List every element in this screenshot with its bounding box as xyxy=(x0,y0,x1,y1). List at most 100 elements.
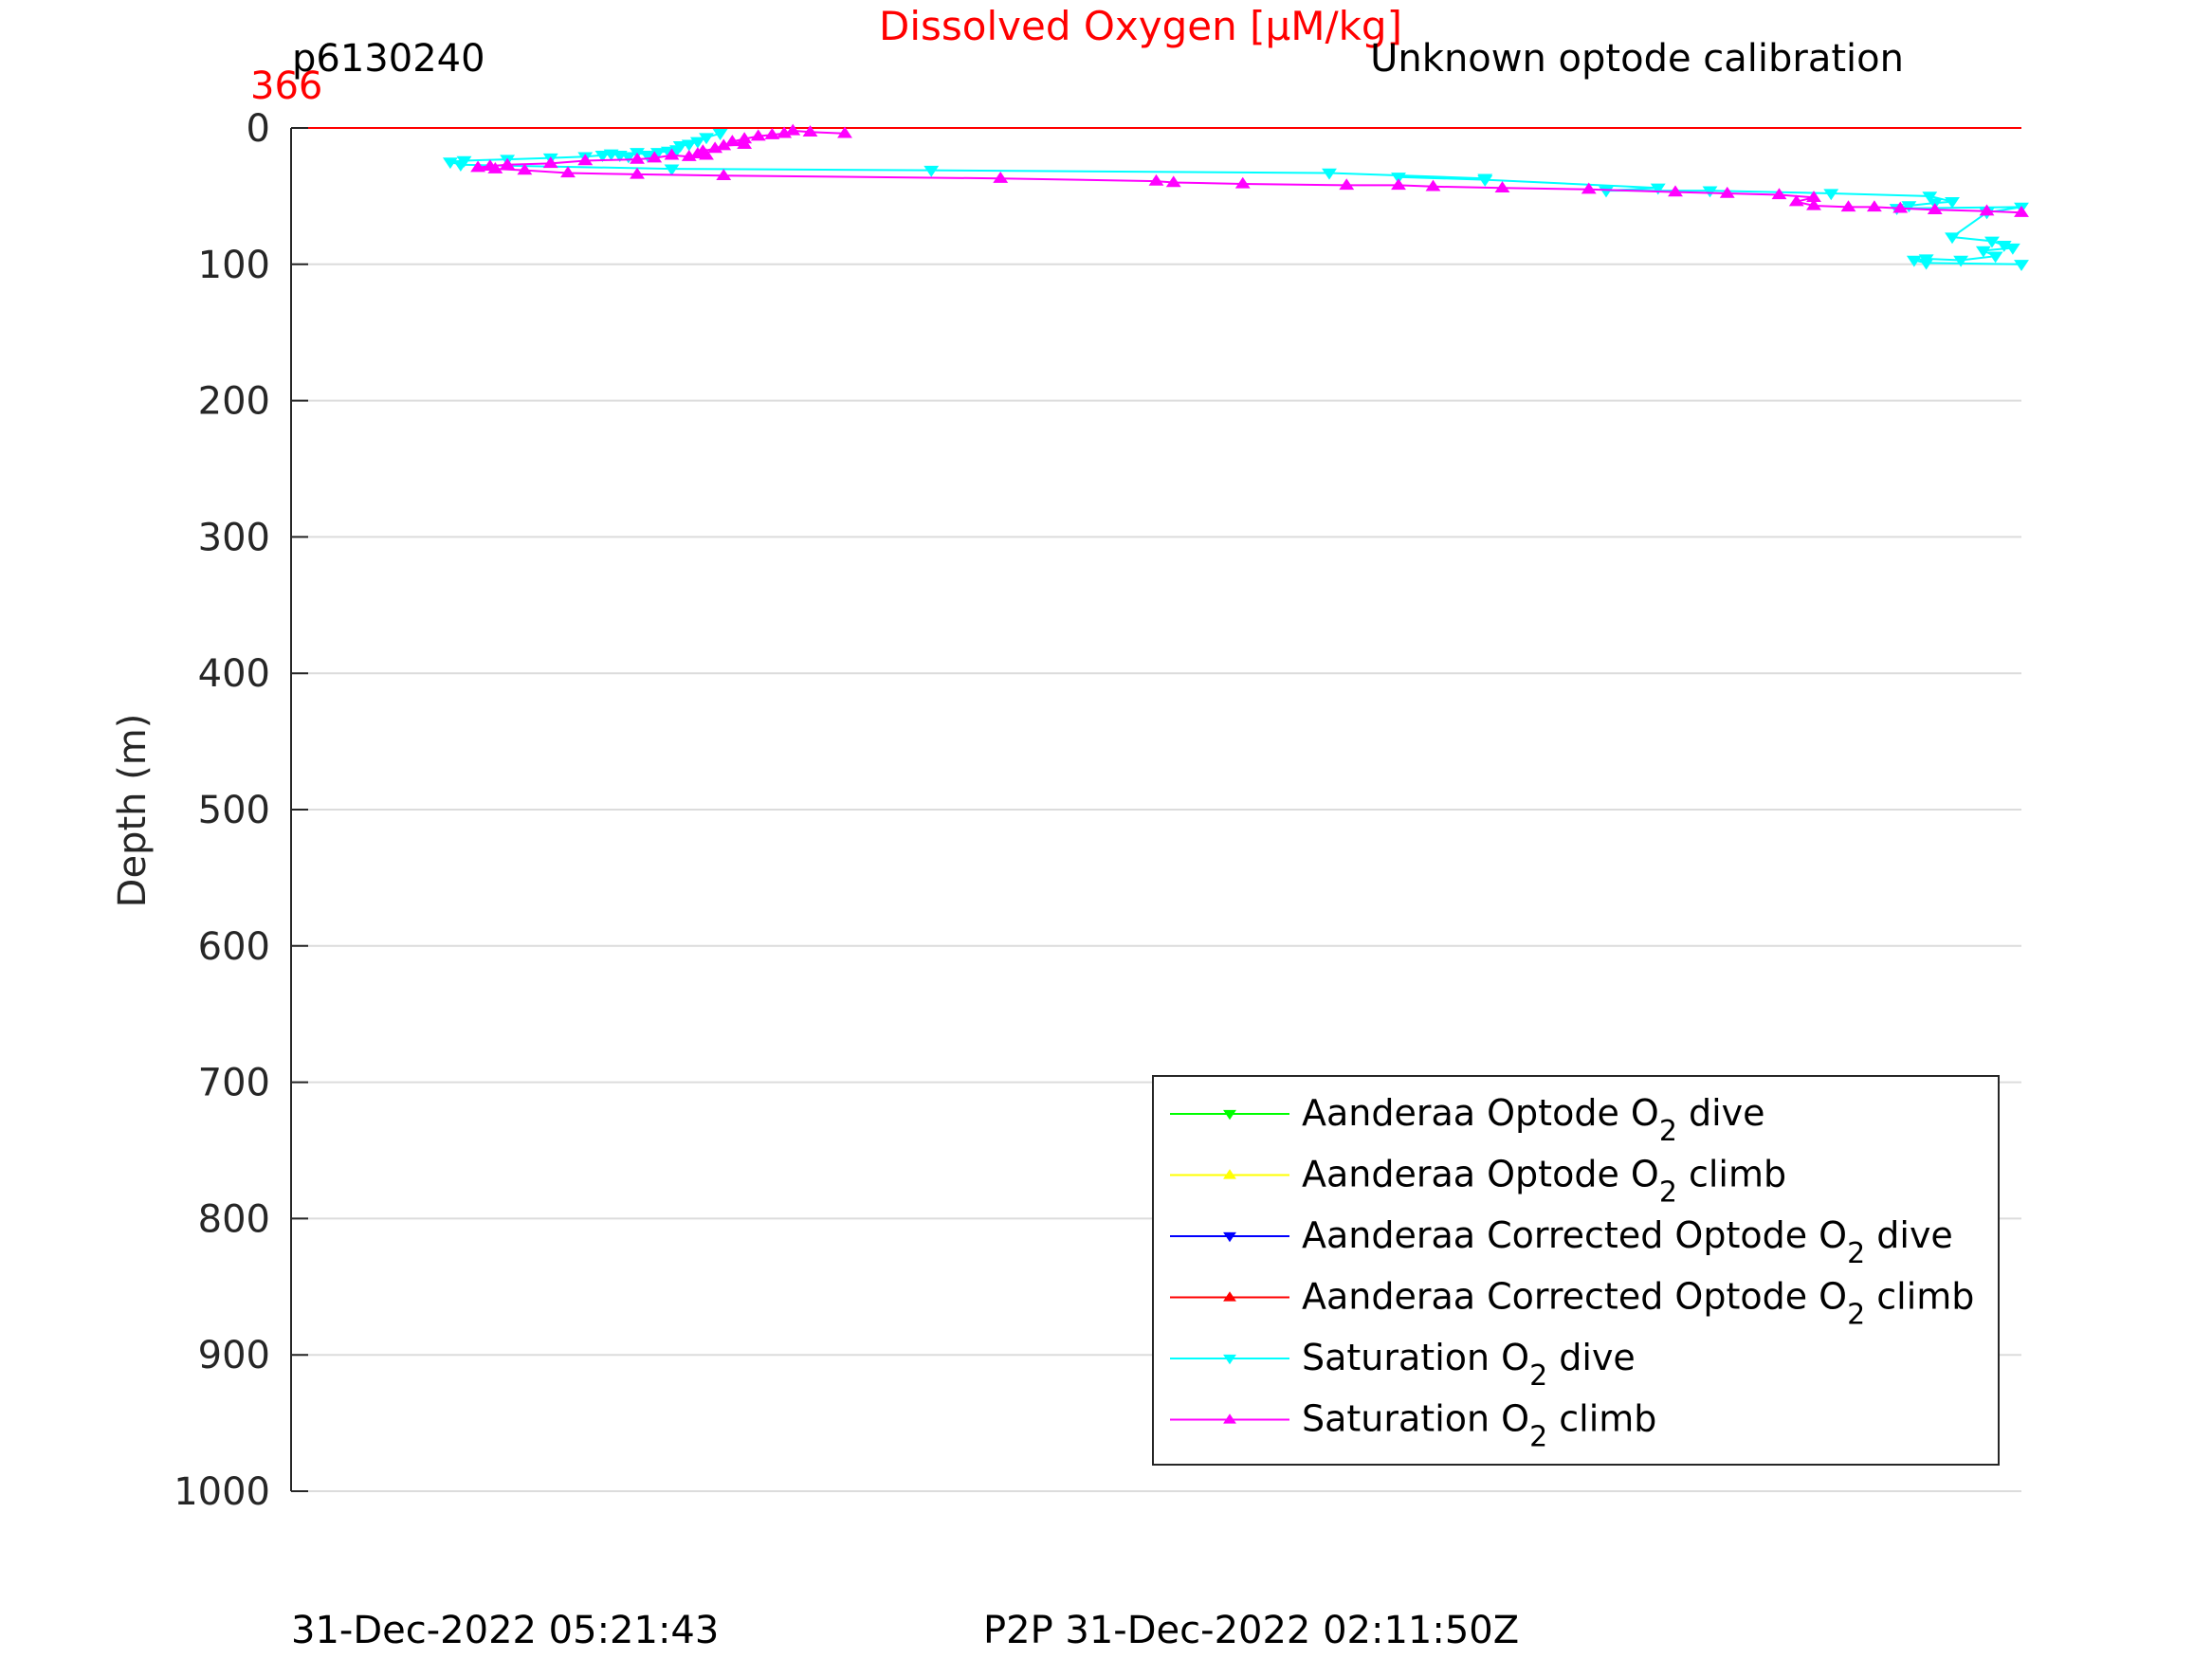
data-point xyxy=(1806,198,1821,210)
data-point xyxy=(664,164,680,176)
top-value-label: 366 xyxy=(250,64,322,108)
y-tick-label: 900 xyxy=(198,1334,270,1377)
data-point xyxy=(517,163,533,175)
data-point xyxy=(1391,173,1406,184)
legend-label: Saturation O2 dive xyxy=(1302,1337,1636,1393)
data-point xyxy=(764,127,780,139)
data-point xyxy=(1425,179,1441,191)
data-point xyxy=(1987,251,2003,264)
series-5 xyxy=(470,123,2029,217)
legend-label: Aanderaa Corrected Optode O2 climb xyxy=(1302,1276,1974,1332)
glider-id: p6130240 xyxy=(292,37,485,81)
data-point xyxy=(594,151,611,162)
data-point xyxy=(620,152,636,164)
data-point xyxy=(630,167,645,179)
data-point xyxy=(500,157,516,170)
data-point xyxy=(1477,174,1493,187)
data-point xyxy=(1650,183,1666,195)
data-point xyxy=(707,141,723,154)
legend-entry: Saturation O2 dive xyxy=(1170,1337,1636,1393)
data-point xyxy=(716,138,732,151)
data-point xyxy=(1391,178,1406,191)
data-point xyxy=(737,137,753,149)
y-tick-label: 800 xyxy=(198,1197,270,1241)
y-axis-label: Depth (m) xyxy=(111,714,155,908)
data-point xyxy=(664,148,680,160)
data-point xyxy=(1223,1109,1236,1121)
legend-label: Saturation O2 climb xyxy=(1302,1398,1656,1454)
data-point xyxy=(1234,176,1251,189)
data-point xyxy=(1984,236,2000,248)
data-point xyxy=(785,123,801,136)
data-point xyxy=(1223,1291,1236,1302)
legend-label: Aanderaa Optode O2 dive xyxy=(1302,1092,1765,1148)
data-point xyxy=(2004,243,2020,255)
y-tick-label: 500 xyxy=(198,789,270,832)
legend-entry: Aanderaa Optode O2 dive xyxy=(1170,1092,1765,1148)
data-point xyxy=(1945,196,1960,209)
legend-entry: Aanderaa Optode O2 climb xyxy=(1170,1154,1786,1210)
y-tick-label: 100 xyxy=(198,244,270,287)
footer-left-timestamp: 31-Dec-2022 05:21:43 xyxy=(291,1609,719,1652)
data-point xyxy=(1906,255,1922,267)
data-point xyxy=(1771,188,1787,200)
data-point xyxy=(1922,191,1938,204)
chart-title: Dissolved Oxygen [μM/kg] xyxy=(879,3,1402,49)
series-4 xyxy=(442,129,2029,272)
data-point xyxy=(1165,175,1181,188)
data-point xyxy=(452,160,468,173)
legend-label: Aanderaa Optode O2 climb xyxy=(1302,1154,1786,1210)
data-point xyxy=(1148,173,1164,186)
y-tick-label: 400 xyxy=(198,652,270,696)
data-point xyxy=(1494,181,1510,192)
data-point xyxy=(923,165,940,177)
y-tick-label: 700 xyxy=(198,1062,270,1105)
legend-box xyxy=(1152,1075,2000,1466)
data-point xyxy=(542,156,558,169)
data-point xyxy=(1866,200,1882,212)
data-point xyxy=(1223,1169,1236,1179)
data-point xyxy=(2014,260,2029,272)
y-tick-label: 1000 xyxy=(174,1470,270,1514)
data-point xyxy=(777,126,793,138)
data-point xyxy=(577,154,594,166)
y-axis: 0 100 200 300 400 500 600 700 800 900 1000 xyxy=(174,107,308,1514)
data-point xyxy=(470,160,486,173)
data-point xyxy=(612,151,628,162)
data-point xyxy=(1975,246,1991,258)
data-point xyxy=(1702,186,1718,198)
data-point xyxy=(681,149,697,161)
data-point xyxy=(647,151,663,163)
data-point xyxy=(1223,1231,1236,1243)
legend-entry: Aanderaa Corrected Optode O2 dive xyxy=(1170,1214,1953,1270)
data-point xyxy=(699,148,714,160)
data-point xyxy=(1223,1413,1236,1424)
data-point xyxy=(716,169,732,181)
data-point xyxy=(1668,185,1683,197)
data-point xyxy=(802,125,818,137)
y-tick-label: 600 xyxy=(198,925,270,969)
data-point xyxy=(1599,186,1614,198)
data-point xyxy=(724,135,740,147)
labels: Dissolved Oxygen [μM/kg] p6130240 Unknow… xyxy=(111,3,1904,1652)
data-point xyxy=(1927,203,1943,214)
data-point xyxy=(2014,205,2029,217)
data-point xyxy=(560,166,576,178)
data-point xyxy=(689,147,705,159)
data-point xyxy=(630,152,645,164)
data-point xyxy=(712,129,728,140)
data-point xyxy=(1953,255,1969,267)
y-tick-label: 0 xyxy=(247,107,270,151)
y-tick-label: 300 xyxy=(198,516,270,559)
data-point xyxy=(837,126,852,138)
data-point xyxy=(1979,204,1995,216)
data-point xyxy=(640,151,655,162)
data-point xyxy=(487,161,503,173)
data-point xyxy=(1339,178,1355,191)
data-point xyxy=(1901,201,1917,213)
data-point xyxy=(1322,168,1337,180)
data-point xyxy=(993,172,1009,183)
legend-entry: Aanderaa Corrected Optode O2 climb xyxy=(1170,1276,1974,1332)
data-point xyxy=(750,129,766,141)
